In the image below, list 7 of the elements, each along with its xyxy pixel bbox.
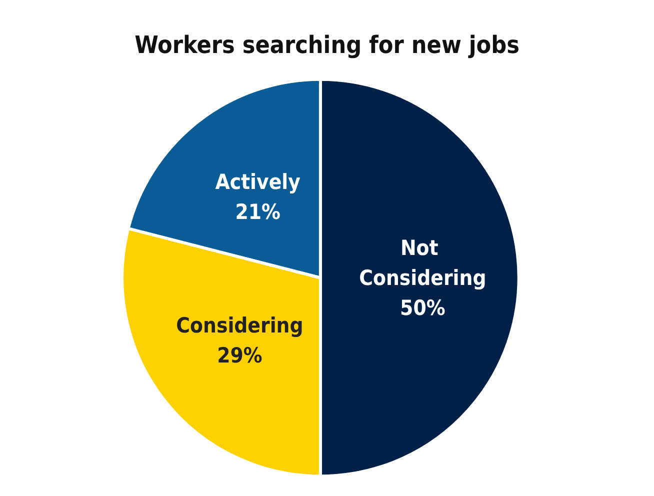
- chart-title: Workers searching for new jobs: [134, 31, 520, 59]
- data-label: 21%: [235, 200, 280, 224]
- data-label: 50%: [400, 296, 446, 320]
- slice-label: Considering: [176, 313, 304, 338]
- slice-label: Not Considering: [359, 236, 486, 290]
- data-label: 29%: [217, 343, 262, 368]
- slice-label: Actively: [215, 170, 300, 194]
